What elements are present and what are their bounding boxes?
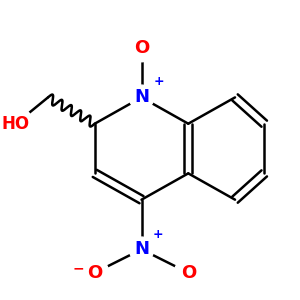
Text: +: + xyxy=(154,75,164,88)
Text: O: O xyxy=(134,39,149,57)
Circle shape xyxy=(128,34,155,62)
Text: N: N xyxy=(134,88,149,106)
Circle shape xyxy=(129,85,154,110)
Text: −: − xyxy=(73,261,85,275)
Circle shape xyxy=(81,259,109,287)
Circle shape xyxy=(129,237,154,262)
Text: N: N xyxy=(134,240,149,258)
Text: O: O xyxy=(87,264,102,282)
Text: HO: HO xyxy=(2,115,30,133)
Text: +: + xyxy=(152,228,163,241)
Text: O: O xyxy=(181,264,196,282)
Circle shape xyxy=(0,107,33,141)
Circle shape xyxy=(174,259,202,287)
